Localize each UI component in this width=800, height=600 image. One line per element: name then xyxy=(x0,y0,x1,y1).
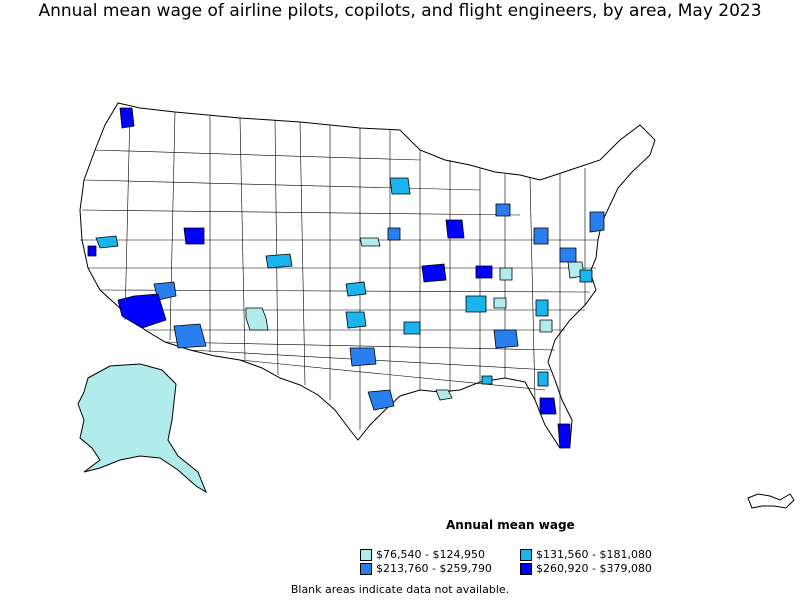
area-darkblue xyxy=(557,423,571,449)
area-light xyxy=(435,389,453,401)
legend-title: Annual mean wage xyxy=(446,518,575,532)
area-darkblue xyxy=(475,265,493,279)
area-light xyxy=(539,319,553,333)
hawaii xyxy=(747,493,795,509)
area-light xyxy=(245,307,269,331)
area-blue xyxy=(367,389,395,411)
area-blue xyxy=(493,329,519,349)
legend-swatch-cyan xyxy=(520,548,532,561)
alaska xyxy=(77,363,208,494)
legend-label-2: $131,560 - $181,080 xyxy=(536,548,652,561)
legend-label-3: $213,760 - $259,790 xyxy=(376,562,492,575)
area-blue xyxy=(387,227,401,241)
map-title: Annual mean wage of airline pilots, copi… xyxy=(38,1,762,21)
area-cyan xyxy=(579,269,593,283)
area-blue xyxy=(173,323,207,349)
area-darkblue xyxy=(87,245,97,257)
area-blue xyxy=(589,211,605,233)
area-light xyxy=(499,267,513,281)
area-cyan xyxy=(537,371,549,387)
legend-item-2: $131,560 - $181,080 xyxy=(520,548,652,561)
area-light xyxy=(493,297,507,309)
area-cyan xyxy=(345,281,367,297)
contiguous-us-outline xyxy=(79,102,656,449)
area-cyan xyxy=(481,375,493,385)
area-darkblue xyxy=(445,219,465,239)
area-cyan xyxy=(345,311,367,329)
legend-swatch-blue xyxy=(360,562,372,575)
area-darkblue xyxy=(183,227,205,245)
area-darkblue xyxy=(421,263,447,283)
footnote: Blank areas indicate data not available. xyxy=(290,583,510,596)
area-blue xyxy=(349,347,377,367)
area-cyan xyxy=(403,321,421,335)
area-cyan xyxy=(95,235,119,249)
legend-item-4: $260,920 - $379,080 xyxy=(520,562,652,575)
legend-item-1: $76,540 - $124,950 xyxy=(360,548,485,561)
legend-swatch-darkblue xyxy=(520,562,532,575)
area-darkblue xyxy=(539,397,557,415)
legend-item-3: $213,760 - $259,790 xyxy=(360,562,492,575)
area-light xyxy=(359,237,381,247)
area-cyan xyxy=(389,177,411,195)
area-darkblue xyxy=(119,107,135,129)
area-cyan xyxy=(535,299,549,317)
legend-label-4: $260,920 - $379,080 xyxy=(536,562,652,575)
area-darkblue xyxy=(117,293,167,329)
area-blue xyxy=(559,247,577,263)
legend-swatch-light xyxy=(360,548,372,561)
area-cyan xyxy=(465,295,487,313)
area-blue xyxy=(533,227,549,245)
legend-label-1: $76,540 - $124,950 xyxy=(376,548,485,561)
area-cyan xyxy=(265,253,293,269)
area-blue xyxy=(495,203,511,217)
